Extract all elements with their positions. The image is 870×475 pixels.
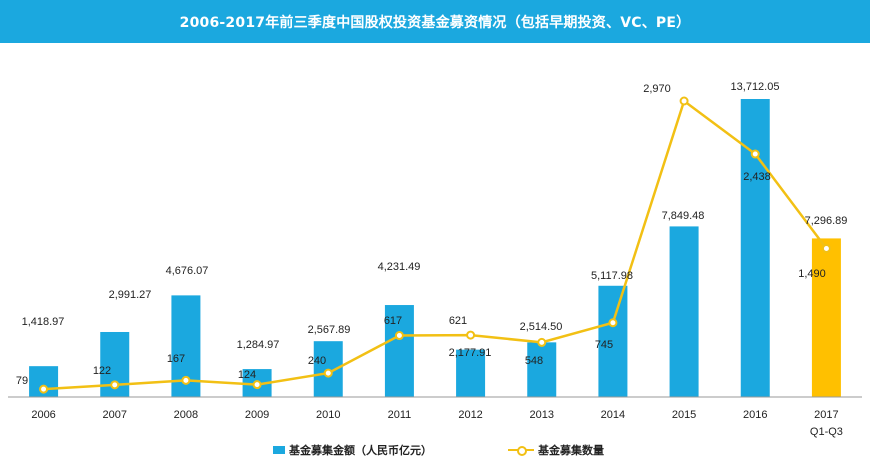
legend-line-label: 基金募集数量 [538, 444, 604, 457]
x-tick-2008: 2008 [174, 409, 198, 421]
bar-2016 [740, 99, 770, 397]
x-tick-sub-2017: Q1-Q3 [810, 426, 843, 438]
bar-label-2009: 1,284.97 [237, 339, 280, 351]
bar-2014 [598, 285, 628, 397]
bar-2011 [384, 305, 414, 397]
line-point-2012 [466, 330, 476, 340]
x-tick-2011: 2011 [388, 409, 412, 421]
x-tick-2013: 2013 [530, 409, 554, 421]
x-tick-2016: 2016 [743, 409, 767, 421]
x-tick-2012: 2012 [458, 409, 482, 421]
x-tick-2009: 2009 [245, 409, 269, 421]
bar-2017 [811, 238, 841, 397]
line-point-2017 [821, 244, 831, 254]
bar-label-2010: 2,567.89 [308, 324, 351, 336]
legend: 基金募集金额（人民币亿元） 基金募集数量 [0, 442, 870, 462]
bar-2015 [669, 226, 699, 397]
legend-bar-swatch [273, 446, 285, 454]
chart-title: 2006-2017年前三季度中国股权投资基金募资情况（包括早期投资、VC、PE） [0, 0, 870, 43]
bar-label-2007: 2,991.27 [109, 289, 152, 301]
x-tick-2007: 2007 [103, 409, 127, 421]
line-label-2017: 1,490 [798, 268, 826, 280]
x-tick-2014: 2014 [601, 409, 625, 421]
legend-line-swatch [508, 445, 534, 456]
line-point-2006 [39, 384, 49, 394]
bar-label-2016: 13,712.05 [731, 81, 780, 93]
line-label-2014: 745 [595, 339, 613, 351]
line-series-path [43, 98, 828, 391]
bar-label-2013: 2,514.50 [520, 321, 563, 333]
line-label-2010: 240 [308, 355, 326, 367]
x-tick-2017: 2017 [814, 409, 838, 421]
line-point-2010 [323, 368, 333, 378]
line-point-2009 [252, 380, 262, 390]
line-point-2016 [750, 149, 760, 159]
bar-label-2008: 4,676.07 [166, 265, 209, 277]
line-label-2007: 122 [93, 365, 111, 377]
line-label-2009: 124 [238, 369, 256, 381]
line-point-2007 [110, 380, 120, 390]
bar-label-2011: 4,231.49 [378, 261, 421, 273]
line-point-2015 [679, 96, 689, 106]
line-point-2014 [608, 318, 618, 328]
line-label-2015: 2,970 [643, 83, 671, 95]
line-point-2011 [394, 331, 404, 341]
bar-label-2006: 1,418.97 [22, 316, 65, 328]
line-point-2013 [537, 337, 547, 347]
x-tick-2006: 2006 [31, 409, 55, 421]
x-tick-2015: 2015 [672, 409, 696, 421]
line-point-2008 [181, 375, 191, 385]
bar-2012 [456, 349, 486, 397]
bar-label-2012: 2,177.91 [449, 347, 492, 359]
bar-2013 [527, 342, 557, 397]
line-label-2013: 548 [525, 355, 543, 367]
x-tick-2010: 2010 [316, 409, 340, 421]
legend-item-bar: 基金募集金额（人民币亿元） [273, 442, 432, 458]
bar-label-2014: 5,117.98 [591, 270, 633, 282]
line-label-2011: 617 [384, 315, 402, 327]
bar-label-2017: 7,296.89 [805, 215, 848, 227]
line-label-2006: 79 [16, 375, 28, 387]
bar-label-2015: 7,849.48 [662, 210, 705, 222]
legend-bar-label: 基金募集金额（人民币亿元） [289, 444, 432, 457]
line-label-2008: 167 [167, 353, 185, 365]
line-label-2012: 621 [449, 315, 467, 327]
legend-item-line: 基金募集数量 [508, 442, 604, 458]
line-label-2016: 2,438 [743, 171, 771, 183]
